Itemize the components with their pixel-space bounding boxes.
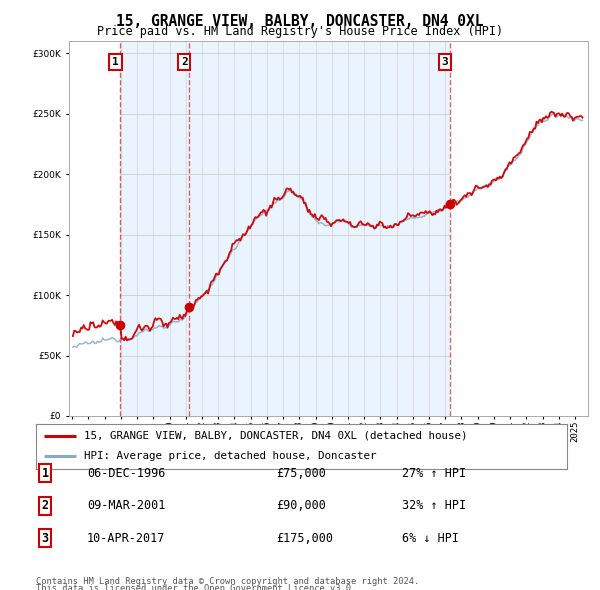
Text: 15, GRANGE VIEW, BALBY, DONCASTER, DN4 0XL (detached house): 15, GRANGE VIEW, BALBY, DONCASTER, DN4 0…: [84, 431, 467, 441]
Text: 2: 2: [181, 57, 188, 67]
Text: 3: 3: [41, 532, 49, 545]
Bar: [69, 41, 120, 416]
Text: £90,000: £90,000: [276, 499, 326, 512]
Text: 2: 2: [41, 499, 49, 512]
Text: Price paid vs. HM Land Registry's House Price Index (HPI): Price paid vs. HM Land Registry's House …: [97, 25, 503, 38]
Text: 3: 3: [442, 57, 449, 67]
Text: Contains HM Land Registry data © Crown copyright and database right 2024.: Contains HM Land Registry data © Crown c…: [36, 577, 419, 586]
Text: 10-APR-2017: 10-APR-2017: [87, 532, 166, 545]
Text: 32% ↑ HPI: 32% ↑ HPI: [402, 499, 466, 512]
Text: £175,000: £175,000: [276, 532, 333, 545]
Text: 15, GRANGE VIEW, BALBY, DONCASTER, DN4 0XL: 15, GRANGE VIEW, BALBY, DONCASTER, DN4 0…: [116, 14, 484, 28]
Text: 6% ↓ HPI: 6% ↓ HPI: [402, 532, 459, 545]
Bar: [120, 41, 450, 416]
Text: £75,000: £75,000: [276, 467, 326, 480]
Text: 1: 1: [112, 57, 119, 67]
Bar: [450, 41, 591, 416]
Text: 06-DEC-1996: 06-DEC-1996: [87, 467, 166, 480]
Text: 27% ↑ HPI: 27% ↑ HPI: [402, 467, 466, 480]
Text: HPI: Average price, detached house, Doncaster: HPI: Average price, detached house, Donc…: [84, 451, 376, 461]
Text: 09-MAR-2001: 09-MAR-2001: [87, 499, 166, 512]
Text: This data is licensed under the Open Government Licence v3.0.: This data is licensed under the Open Gov…: [36, 584, 356, 590]
Text: 1: 1: [41, 467, 49, 480]
